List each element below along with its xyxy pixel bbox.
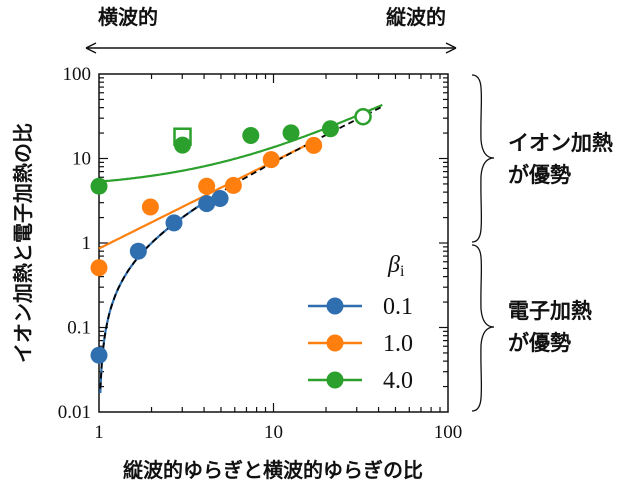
y-tick-label: 0.01	[58, 402, 91, 423]
label-electron-heating-dominant: 電子加熱が優勢	[508, 299, 592, 355]
data-point-beta-1.0	[224, 176, 242, 194]
legend-label-beta-0.1: 0.1	[383, 294, 413, 320]
legend-title: βi	[387, 252, 405, 280]
y-tick-label: 100	[63, 64, 92, 85]
data-point-beta-0.1	[198, 195, 216, 213]
brace-lower	[471, 244, 495, 412]
legend-marker-beta-1.0	[326, 334, 344, 352]
data-point-beta-1.0	[90, 259, 108, 277]
legend-label-beta-1.0: 1.0	[383, 331, 413, 357]
x-tick-label: 100	[434, 422, 463, 443]
y-tick-label: 1	[82, 233, 92, 254]
fit-line-beta-4.0	[98, 103, 383, 183]
x-tick-label: 1	[94, 422, 104, 443]
y-tick-label: 10	[72, 149, 91, 170]
data-point-beta-1.0	[305, 136, 323, 154]
x-axis-label: 縦波的ゆらぎと横波的ゆらぎの比	[123, 458, 423, 482]
legend-label-beta-4.0: 4.0	[383, 368, 413, 394]
top-label-longitudinal: 縦波的	[386, 5, 446, 29]
y-axis-label: イオン加熱と電子加熱の比	[11, 123, 35, 363]
axes: 1 10 100 0.01 0.1 1 10 100	[58, 64, 463, 443]
brace-upper	[471, 74, 495, 243]
data-point-beta-4.0	[321, 120, 339, 138]
data-point-beta-4.0	[90, 177, 108, 195]
plot-area	[90, 103, 383, 394]
legend: βi 0.1 1.0 4.0	[308, 252, 413, 394]
x-tick-label: 10	[264, 422, 283, 443]
open-circle-point	[354, 107, 372, 126]
legend-marker-beta-0.1	[326, 297, 344, 315]
label-ion-heating-dominant: イオン加熱が優勢	[508, 131, 613, 187]
data-point-beta-0.1	[211, 190, 229, 208]
data-point-beta-1.0	[198, 177, 216, 195]
double-arrow	[85, 42, 457, 54]
fit-line-beta-0.1	[99, 191, 222, 394]
top-label-transverse: 横波的	[98, 5, 158, 29]
open-square-point	[173, 127, 192, 146]
data-point-beta-0.1	[165, 214, 183, 232]
data-point-beta-1.0	[141, 198, 159, 216]
y-tick-label: 0.1	[67, 318, 91, 339]
data-point-beta-0.1	[90, 346, 108, 364]
data-point-beta-0.1	[129, 242, 147, 260]
data-point-beta-4.0	[242, 127, 260, 145]
data-point-beta-4.0	[282, 124, 300, 142]
data-point-beta-1.0	[262, 151, 280, 169]
legend-marker-beta-4.0	[326, 371, 344, 389]
